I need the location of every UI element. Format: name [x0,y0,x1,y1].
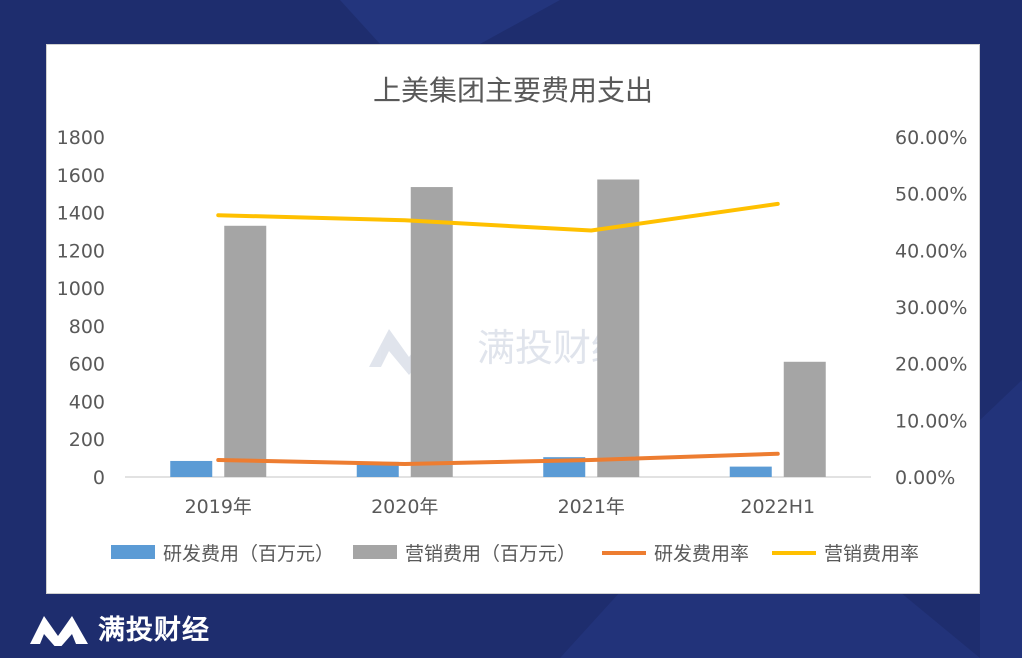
right-tick-label: 20.00% [895,354,967,376]
bar-rd-expense [356,461,399,477]
x-tick-label: 2019年 [185,496,252,518]
x-tick-label: 2021年 [558,496,625,518]
left-tick-label: 1400 [57,203,105,225]
chart-svg: 上美集团主要费用支出 满投财经 0 200 400 600 800 1000 1200 140… [57,74,968,565]
left-tick-label: 200 [69,429,105,451]
left-tick-label: 1000 [57,278,105,300]
right-tick-label: 40.00% [895,240,967,262]
legend-swatch [111,545,155,559]
watermark: 满投财经 [369,326,629,375]
right-tick-label: 60.00% [895,127,967,149]
x-axis-labels: 2019年 2020年 2021年 2022H1 [185,496,816,518]
right-tick-label: 50.00% [895,184,967,206]
left-axis-ticks: 0 200 400 600 800 1000 1200 1400 1600 1800 [57,127,105,489]
legend-label: 研发费用（百万元） [163,543,334,565]
left-tick-label: 400 [69,391,105,413]
legend-label: 营销费用（百万元） [405,543,576,565]
chart-title: 上美集团主要费用支出 [373,74,653,107]
legend-label: 营销费用率 [824,543,919,565]
left-tick-label: 1600 [57,165,105,187]
line-marketing-rate [216,201,780,233]
left-tick-label: 0 [93,467,105,489]
bar-marketing-expense [783,361,826,477]
legend-label: 研发费用率 [654,543,749,565]
right-tick-label: 30.00% [895,297,967,319]
bar-marketing-expense [410,187,453,478]
bar-rd-expense [729,466,772,477]
left-tick-label: 800 [69,316,105,338]
footer-logo: 满投财经 [28,608,210,647]
right-tick-label: 0.00% [895,467,955,489]
legend: 研发费用（百万元） 营销费用（百万元） 研发费用率 营销费用率 [111,543,919,565]
lines-group [216,201,780,466]
right-axis-ticks: 0.00% 10.00% 20.00% 30.00% 40.00% 50.00% 60.00… [895,127,967,489]
left-tick-label: 600 [69,354,105,376]
bars-group [170,179,826,478]
legend-swatch [353,545,397,559]
brand-name: 满投财经 [98,615,210,646]
bar-marketing-expense [224,225,267,477]
line-rd-rate [216,451,780,466]
x-tick-label: 2022H1 [740,496,815,518]
chart-panel: 上美集团主要费用支出 满投财经 0 200 400 600 800 1000 1200 140… [46,44,980,594]
right-tick-label: 10.00% [895,410,967,432]
brand-logo-icon [30,615,88,646]
left-tick-label: 1200 [57,240,105,262]
left-tick-label: 1800 [57,127,105,149]
x-tick-label: 2020年 [371,496,438,518]
bar-rd-expense [170,460,213,477]
